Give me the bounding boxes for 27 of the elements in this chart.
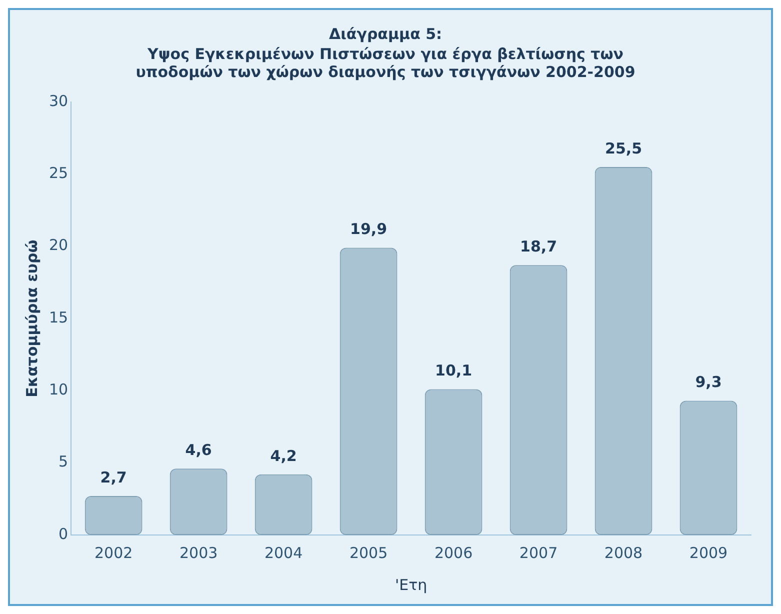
data-label: 10,1 bbox=[435, 362, 472, 380]
x-tick-label: 2007 bbox=[519, 544, 558, 562]
x-tick-label: 2005 bbox=[349, 544, 388, 562]
y-axis-title: Εκατομμύρια ευρώ bbox=[22, 240, 41, 398]
y-tick-label: 10 bbox=[48, 380, 68, 399]
data-label: 25,5 bbox=[605, 139, 642, 158]
y-tick-label: 0 bbox=[58, 524, 68, 543]
y-tick-label: 20 bbox=[48, 236, 68, 254]
data-label: 4,2 bbox=[270, 446, 297, 465]
chart-subtitle: Υψος Εγκεκριμένων Πιστώσεων για έργα βελτίωσης των υποδομών των χώρων διαμονής των τσιγγάνων 2002-2009 bbox=[136, 44, 636, 81]
x-axis-title: 'Ετη bbox=[394, 576, 428, 594]
data-label: 4,6 bbox=[185, 440, 212, 459]
x-tick-label: 2009 bbox=[689, 544, 728, 562]
y-tick-label: 15 bbox=[48, 308, 68, 326]
data-label: 2,7 bbox=[100, 468, 127, 486]
x-tick-label: 2004 bbox=[264, 544, 303, 562]
data-label: 19,9 bbox=[350, 220, 388, 238]
y-tick-label: 25 bbox=[48, 164, 68, 182]
x-tick-label: 2006 bbox=[434, 544, 473, 562]
y-tick-label: 30 bbox=[48, 92, 68, 110]
data-label: 18,7 bbox=[520, 237, 558, 256]
x-tick-label: 2002 bbox=[94, 544, 133, 562]
y-tick-label: 5 bbox=[58, 452, 68, 471]
x-tick-label: 2003 bbox=[179, 544, 218, 562]
data-label: 9,3 bbox=[695, 373, 722, 392]
chart-title: Διάγραμμα 5: bbox=[328, 24, 442, 43]
x-tick-label: 2008 bbox=[604, 544, 643, 562]
